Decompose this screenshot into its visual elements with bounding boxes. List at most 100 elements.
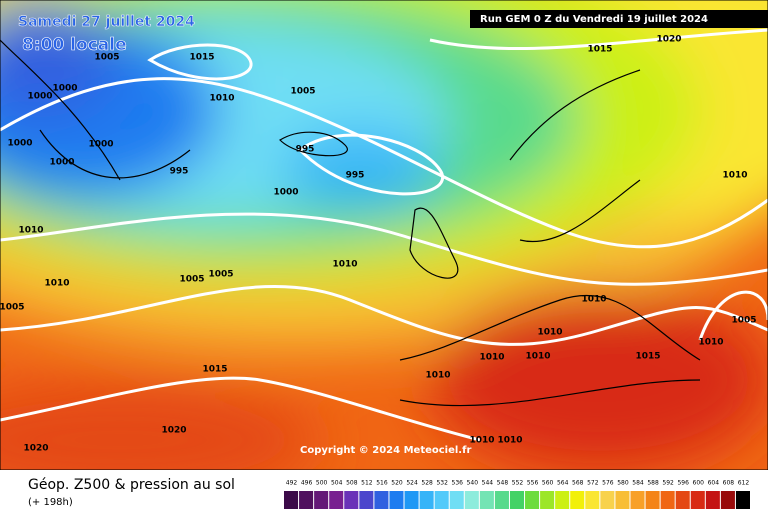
legend-swatch [720, 491, 735, 509]
isobar-label: 1010 [469, 436, 494, 446]
isobar-label: 1020 [161, 426, 186, 436]
isobar-label: 1005 [731, 316, 756, 326]
isobar-label: 1010 [479, 353, 504, 363]
legend-label: 612 [738, 480, 750, 487]
legend-label: 532 [436, 480, 448, 487]
isobar-label: 1005 [94, 53, 119, 63]
legend-label: 500 [316, 480, 328, 487]
legend-swatch [585, 491, 600, 509]
legend-swatch [525, 491, 540, 509]
isobar-label: 1010 [425, 371, 450, 381]
legend-label: 492 [286, 480, 298, 487]
legend-label: 592 [662, 480, 674, 487]
legend-label: 608 [723, 480, 735, 487]
isobar-label: 1015 [202, 365, 227, 375]
legend-label: 600 [693, 480, 705, 487]
isobar-lines [0, 28, 768, 442]
isobar-label: 1020 [23, 444, 48, 454]
isobar-label: 995 [346, 171, 365, 181]
isobar-label: 1015 [189, 53, 214, 63]
legend-swatch [615, 491, 630, 509]
legend-swatch [284, 491, 299, 509]
legend-label: 512 [361, 480, 373, 487]
legend-label: 596 [677, 480, 689, 487]
legend-swatch [494, 491, 509, 509]
run-box [470, 10, 768, 28]
isobar-label: 1005 [208, 270, 233, 280]
legend-label: 588 [647, 480, 659, 487]
legend-swatch [404, 491, 419, 509]
copyright: Copyright © 2024 Meteociel.fr [300, 445, 471, 456]
legend-swatch [509, 491, 525, 509]
legend-swatch [299, 491, 314, 509]
legend-swatch [389, 491, 404, 509]
legend-swatch [600, 491, 615, 509]
legend-label: 552 [512, 480, 524, 487]
legend-label: 496 [301, 480, 313, 487]
legend-swatch [630, 491, 645, 509]
isobar-label: 1000 [49, 158, 74, 168]
legend-swatch [555, 491, 570, 509]
legend-swatch [540, 491, 555, 509]
run: Run GEM 0 Z du Vendredi 19 juillet 2024 [480, 14, 708, 25]
legend-swatch [645, 491, 660, 509]
isobar-label: 1010 [698, 338, 723, 348]
coastlines [0, 39, 701, 407]
legend-swatch [434, 491, 449, 509]
time: 8:00 locale [22, 35, 127, 55]
legend-label: 584 [632, 480, 644, 487]
legend-swatch [329, 491, 344, 509]
legend-label: 548 [497, 480, 509, 487]
isobar-label: 1010 [18, 226, 43, 236]
legend-swatch [419, 491, 434, 509]
legend-swatch [359, 491, 374, 509]
isobar-label: 1005 [0, 303, 25, 313]
isobar-label: 1010 [581, 295, 606, 305]
legend: 492 496 500 504 508 512 516 520 524 528 532 536 540 5… [284, 480, 750, 509]
legend-label: 528 [421, 480, 433, 487]
footer-title: Géop. Z500 & pression au sol [28, 477, 235, 493]
legend-label: 544 [482, 480, 494, 487]
legend-swatch [344, 491, 359, 509]
legend-label: 576 [602, 480, 614, 487]
legend-label: 516 [376, 480, 388, 487]
date: Samedi 27 juillet 2024 [18, 14, 195, 30]
legend-swatch [690, 491, 705, 509]
legend-label: 572 [587, 480, 599, 487]
legend-swatch [374, 491, 389, 509]
legend-swatch [705, 491, 720, 509]
isobar-label: 1010 [525, 352, 550, 362]
isobar-label: 1000 [27, 92, 52, 102]
legend-swatch [570, 491, 585, 509]
legend-label: 504 [331, 480, 343, 487]
legend-swatch [464, 491, 479, 509]
isobar-label: 1000 [273, 188, 298, 198]
legend-label: 604 [708, 480, 720, 487]
legend-label: 568 [572, 480, 584, 487]
legend-label: 580 [617, 480, 629, 487]
legend-swatch [449, 491, 464, 509]
isobar-label: 1010 [722, 171, 747, 181]
legend-label: 524 [406, 480, 418, 487]
footer-lead: (+ 198h) [28, 497, 73, 508]
isobar-label: 1020 [656, 35, 681, 45]
isobar-label: 1015 [587, 45, 612, 55]
legend-label: 536 [452, 480, 464, 487]
legend-swatch [675, 491, 690, 509]
isobar-label: 1015 [635, 352, 660, 362]
legend-swatch [314, 491, 329, 509]
isobar-label: 1010 [209, 94, 234, 104]
legend-swatch [735, 491, 750, 509]
isobar-label: 1010 [497, 436, 522, 446]
legend-swatch [479, 491, 494, 509]
isobar-label: 1000 [7, 139, 32, 149]
isobar-label: 1005 [179, 275, 204, 285]
isobar-label: 1010 [537, 328, 562, 338]
legend-label: 556 [527, 480, 539, 487]
legend-label: 520 [391, 480, 403, 487]
isobar-label: 1010 [44, 279, 69, 289]
isobar-label: 995 [296, 145, 315, 155]
